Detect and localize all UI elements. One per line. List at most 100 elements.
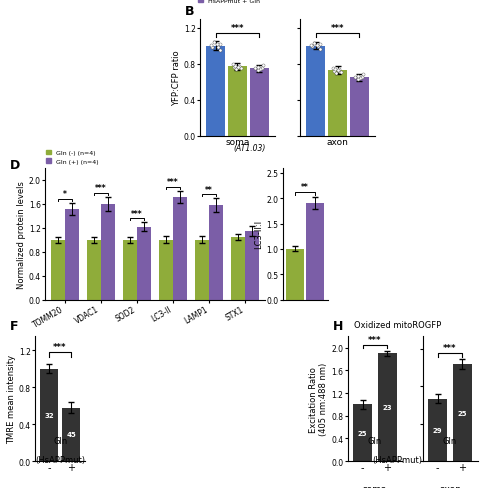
Point xyxy=(334,67,342,75)
Text: 23: 23 xyxy=(382,405,392,410)
Text: H: H xyxy=(332,320,343,333)
Text: **: ** xyxy=(301,183,309,192)
Bar xyxy=(452,365,472,461)
Point xyxy=(230,64,237,72)
Point xyxy=(254,67,262,75)
Y-axis label: TMRE mean intensity: TMRE mean intensity xyxy=(7,354,16,444)
Text: ***: *** xyxy=(95,184,107,193)
Text: ***: *** xyxy=(230,24,244,33)
X-axis label: axon: axon xyxy=(326,138,348,147)
Bar xyxy=(228,67,247,137)
Bar xyxy=(195,240,209,300)
Point xyxy=(335,66,343,74)
Bar xyxy=(428,399,448,461)
Point xyxy=(207,42,215,50)
Text: ***: *** xyxy=(444,343,457,352)
Bar xyxy=(231,237,245,300)
Point xyxy=(254,64,262,72)
Text: 29: 29 xyxy=(433,427,442,433)
X-axis label: soma: soma xyxy=(363,484,387,488)
X-axis label: soma: soma xyxy=(226,138,250,147)
Point xyxy=(258,65,266,73)
Bar xyxy=(65,209,79,300)
Point xyxy=(235,62,243,70)
Text: (HsAPPmut): (HsAPPmut) xyxy=(372,455,422,464)
Point xyxy=(354,76,362,84)
Point xyxy=(331,66,339,74)
Point xyxy=(234,63,242,71)
Legend: Gln (-) (n=4), Gln (+) (n=4): Gln (-) (n=4), Gln (+) (n=4) xyxy=(44,148,102,167)
Point xyxy=(232,66,239,74)
Text: 25: 25 xyxy=(358,430,368,436)
Bar xyxy=(137,227,151,300)
Bar xyxy=(40,369,58,461)
Point xyxy=(230,61,237,69)
Point xyxy=(316,46,324,54)
Bar xyxy=(328,71,347,137)
Bar xyxy=(353,405,372,461)
Point xyxy=(256,65,264,73)
Bar xyxy=(306,46,326,137)
Point xyxy=(351,74,359,82)
Point xyxy=(358,74,366,82)
Text: *: * xyxy=(63,190,67,199)
Bar xyxy=(306,204,324,300)
Point xyxy=(210,39,218,47)
Y-axis label: Excitation Ratio
(405 nm:488 nm): Excitation Ratio (405 nm:488 nm) xyxy=(309,363,328,435)
Point xyxy=(310,40,318,48)
Text: Gln: Gln xyxy=(443,436,457,445)
Point xyxy=(354,73,362,81)
Point xyxy=(308,43,316,51)
Bar xyxy=(62,407,80,461)
Point xyxy=(208,44,216,52)
Bar xyxy=(250,69,269,137)
Point xyxy=(238,65,246,73)
Point xyxy=(338,68,345,76)
Bar xyxy=(206,46,226,137)
Point xyxy=(208,44,216,52)
Point xyxy=(234,64,242,72)
Text: 32: 32 xyxy=(44,412,54,418)
Point xyxy=(354,73,362,81)
Text: ***: *** xyxy=(331,24,344,33)
Text: Oxidized mitoROGFP: Oxidized mitoROGFP xyxy=(354,321,441,329)
Point xyxy=(312,41,320,49)
Point xyxy=(212,41,220,49)
Point xyxy=(330,65,338,73)
Text: ***: *** xyxy=(167,178,179,187)
Point xyxy=(334,68,342,76)
Text: Gln: Gln xyxy=(54,436,68,445)
Bar xyxy=(378,354,397,461)
Point xyxy=(314,43,322,51)
Text: F: F xyxy=(10,320,18,333)
Point xyxy=(332,70,340,78)
Bar xyxy=(173,197,187,300)
Text: B: B xyxy=(185,5,194,18)
Y-axis label: YFP:CFP ratio: YFP:CFP ratio xyxy=(172,50,181,106)
Text: (AT1.03): (AT1.03) xyxy=(234,144,266,153)
Point xyxy=(231,62,239,70)
Text: 25: 25 xyxy=(458,410,467,416)
Text: ***: *** xyxy=(368,335,382,344)
Text: (HsAPPmut): (HsAPPmut) xyxy=(36,455,86,464)
Point xyxy=(359,71,367,79)
Point xyxy=(316,41,324,49)
Legend: WT, HsAPPmut, HsAPPmut + Gln: WT, HsAPPmut, HsAPPmut + Gln xyxy=(196,0,262,6)
Point xyxy=(254,67,262,75)
Point xyxy=(214,44,222,52)
Point xyxy=(356,75,364,82)
Text: **: ** xyxy=(205,185,213,194)
Bar xyxy=(51,240,65,300)
Point xyxy=(354,76,362,84)
X-axis label: axon: axon xyxy=(439,484,461,488)
Y-axis label: LC3-II:I: LC3-II:I xyxy=(254,220,264,249)
Bar xyxy=(350,78,369,137)
Text: Gln: Gln xyxy=(368,436,382,445)
Bar xyxy=(101,204,115,300)
Point xyxy=(251,65,259,73)
Point xyxy=(307,42,315,50)
Bar xyxy=(87,240,101,300)
Text: ***: *** xyxy=(54,343,67,351)
Point xyxy=(330,68,338,76)
Bar xyxy=(209,205,223,300)
